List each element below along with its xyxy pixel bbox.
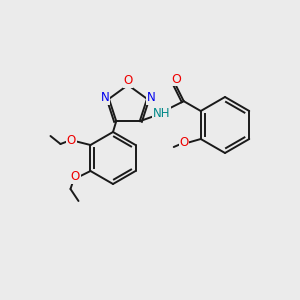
Text: N: N — [147, 91, 155, 104]
Text: O: O — [67, 134, 76, 148]
Text: O: O — [171, 73, 181, 86]
Text: N: N — [100, 91, 109, 104]
Text: NH: NH — [153, 107, 170, 120]
Text: O: O — [71, 170, 80, 184]
Text: O: O — [123, 74, 133, 88]
Text: O: O — [179, 136, 188, 149]
